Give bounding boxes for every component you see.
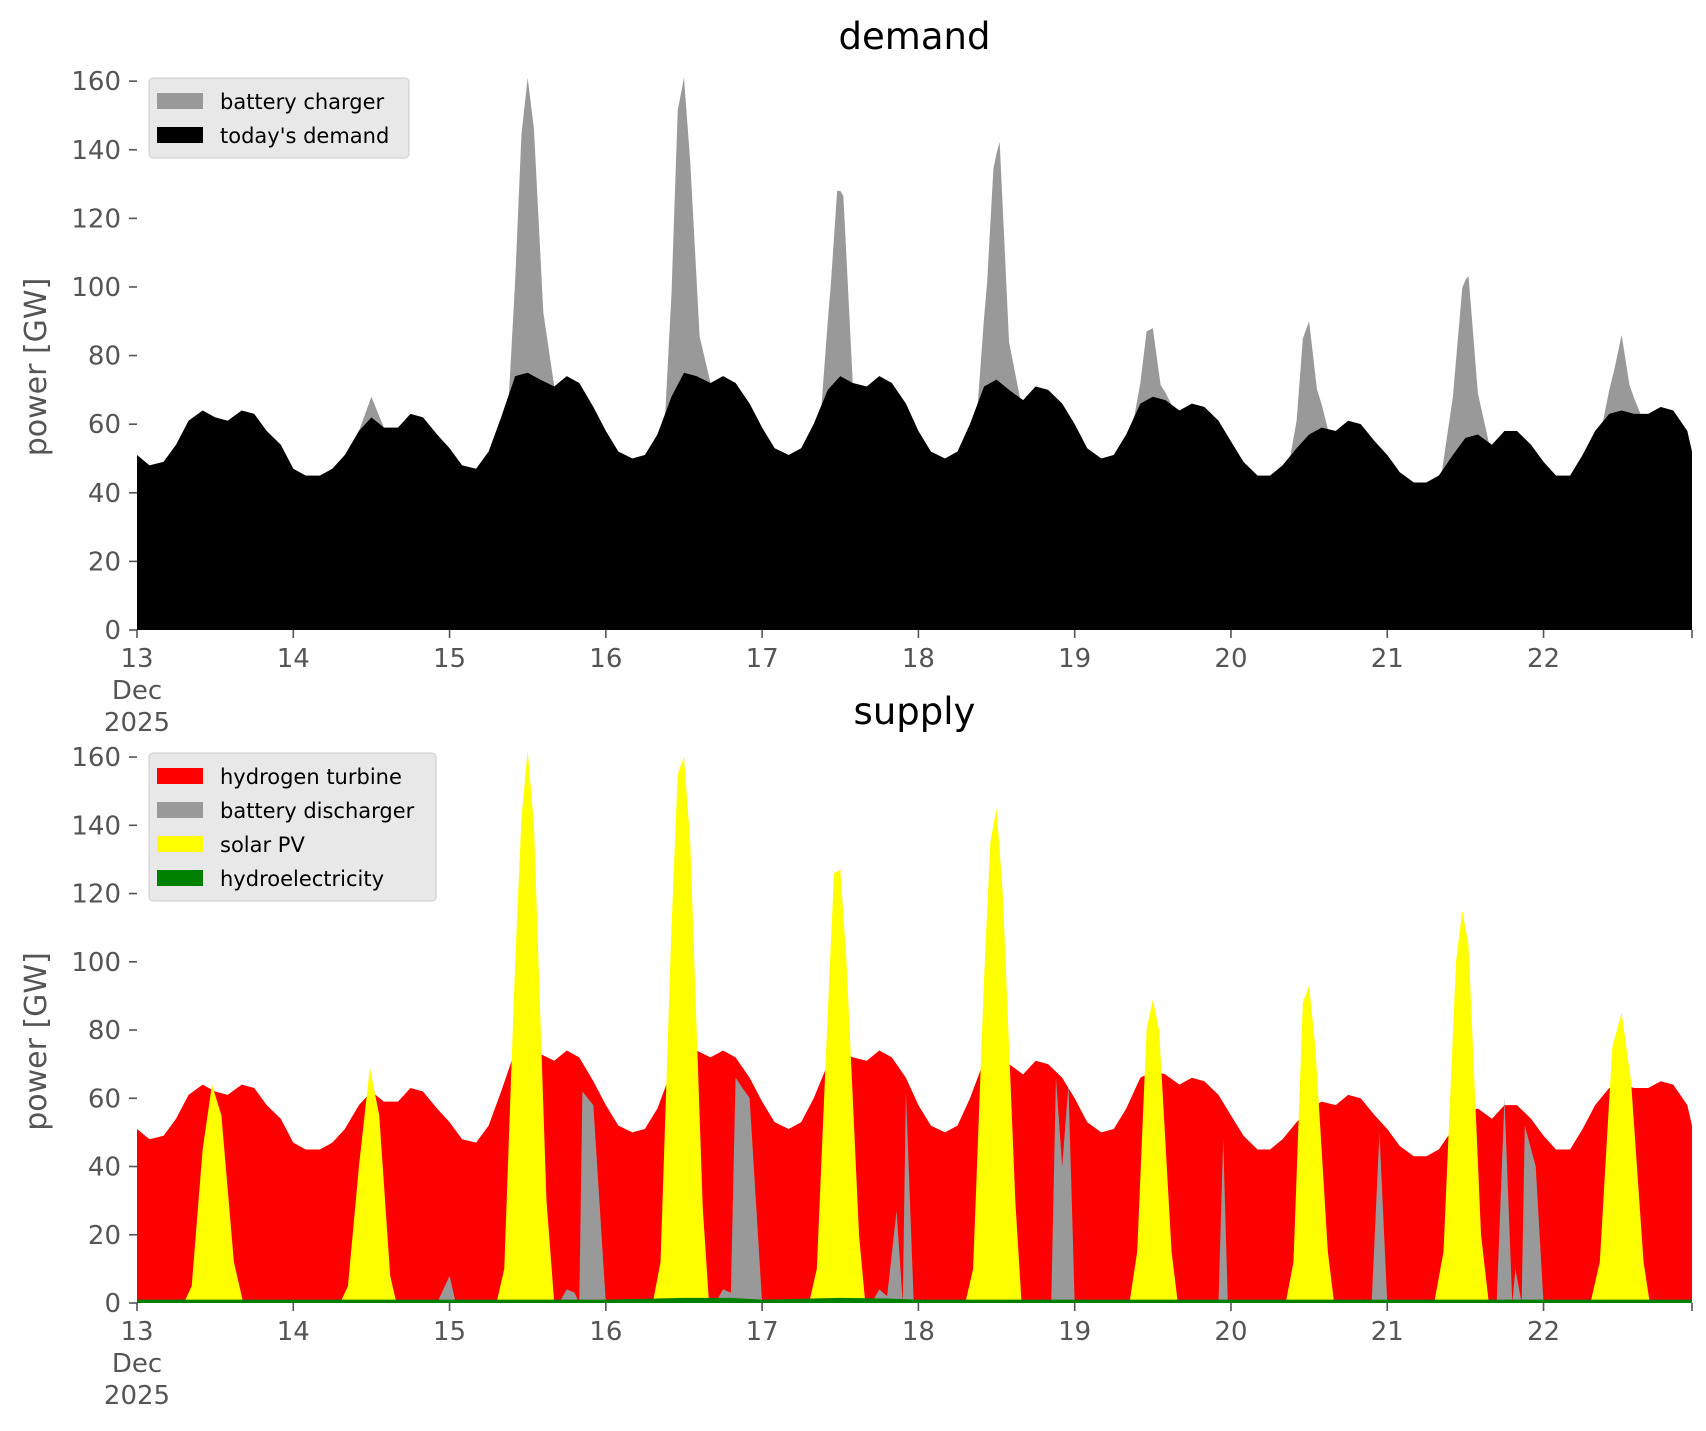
y-tick-label: 20 [88, 1221, 121, 1251]
x-tick-label: 22 [1527, 644, 1560, 674]
y-tick-label: 60 [88, 410, 121, 440]
x-date-sublabel: Dec [112, 676, 162, 706]
series-today-s-demand [137, 372, 1692, 630]
x-date-sublabel: Dec [112, 1349, 162, 1379]
y-tick-label: 0 [104, 1289, 121, 1319]
y-axis: 0 20 40 60 80 100 120 140 160 power [GW] [19, 743, 137, 1319]
x-tick-label: 16 [589, 644, 622, 674]
x-tick-label: 17 [746, 1317, 779, 1347]
y-tick-label: 60 [88, 1084, 121, 1114]
y-tick-label: 20 [88, 547, 121, 577]
x-tick-label: 16 [589, 1317, 622, 1347]
x-tick-label: 18 [902, 644, 935, 674]
y-tick-label: 80 [88, 1016, 121, 1046]
x-tick-label: 18 [902, 1317, 935, 1347]
legend-swatch [157, 836, 203, 852]
y-tick-label: 160 [71, 67, 121, 97]
legend-swatch [157, 768, 203, 784]
y-tick-label: 0 [104, 616, 121, 646]
x-tick-label: 20 [1214, 1317, 1247, 1347]
series-hydroelectricity [137, 1297, 1692, 1303]
legend: hydrogen turbine battery discharger solar … [148, 752, 437, 902]
y-tick-label: 140 [71, 136, 121, 166]
y-tick-label: 80 [88, 342, 121, 372]
x-tick-label: 21 [1371, 644, 1404, 674]
legend-swatch [157, 93, 203, 109]
legend-swatch [157, 127, 203, 143]
x-tick-label: 20 [1214, 644, 1247, 674]
y-tick-label: 160 [71, 743, 121, 773]
y-tick-label: 40 [88, 479, 121, 509]
x-tick-label: 14 [277, 1317, 310, 1347]
y-tick-label: 40 [88, 1153, 121, 1183]
area-group [137, 77, 1692, 631]
x-tick-label: 19 [1058, 644, 1091, 674]
x-date-sublabel: 2025 [104, 1381, 170, 1411]
x-tick-label: 19 [1058, 1317, 1091, 1347]
y-tick-label: 100 [71, 273, 121, 303]
x-tick-label: 13 [120, 644, 153, 674]
legend-box [148, 77, 410, 159]
legend-label: battery charger [220, 90, 385, 114]
y-tick-label: 100 [71, 948, 121, 978]
legend-swatch [157, 870, 203, 886]
legend-label: hydroelectricity [220, 867, 384, 891]
x-tick-label: 17 [746, 644, 779, 674]
legend-label: battery discharger [220, 799, 415, 823]
x-tick-label: 15 [433, 644, 466, 674]
x-tick-label: 15 [433, 1317, 466, 1347]
legend-label: hydrogen turbine [220, 765, 402, 789]
x-date-sublabel: 2025 [104, 708, 170, 738]
x-tick-label: 14 [277, 644, 310, 674]
y-axis-label: power [GW] [19, 278, 54, 457]
legend-label: solar PV [220, 833, 305, 857]
x-tick-label: 22 [1527, 1317, 1560, 1347]
y-axis: 0 20 40 60 80 100 120 140 160 power [GW] [19, 67, 137, 646]
y-tick-label: 140 [71, 811, 121, 841]
chart-title: supply [854, 690, 976, 733]
y-tick-label: 120 [71, 204, 121, 234]
legend: battery charger today's demand [148, 77, 410, 159]
legend-swatch [157, 802, 203, 818]
x-tick-label: 13 [120, 1317, 153, 1347]
legend-box [148, 752, 437, 902]
y-axis-label: power [GW] [19, 952, 54, 1131]
y-tick-label: 120 [71, 880, 121, 910]
chart-title: demand [839, 15, 991, 58]
area-group [137, 750, 1692, 1303]
x-tick-label: 21 [1371, 1317, 1404, 1347]
legend-label: today's demand [220, 124, 389, 148]
